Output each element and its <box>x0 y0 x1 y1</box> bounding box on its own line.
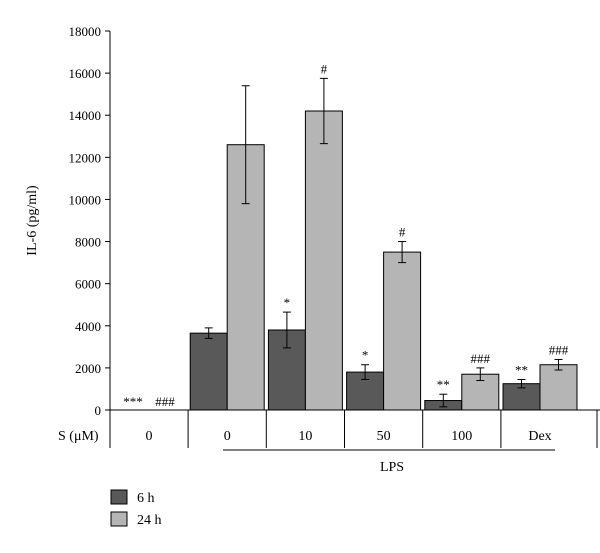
significance-annotation: # <box>399 225 406 240</box>
significance-annotation: ** <box>515 362 528 377</box>
bar-24h <box>304 110 343 411</box>
y-tick-label: 18000 <box>69 24 102 39</box>
x-category-label: 0 <box>146 429 153 444</box>
y-tick-label: 14000 <box>69 108 102 123</box>
bars-group: *** ### * # * # ** ### ** ### <box>123 61 578 411</box>
significance-annotation: ### <box>549 342 569 357</box>
significance-annotation: ### <box>471 351 491 366</box>
legend-label-24h: 24 h <box>137 513 162 528</box>
y-tick-label: 12000 <box>69 150 102 165</box>
y-tick-label: 16000 <box>69 66 102 81</box>
y-tick-label: 2000 <box>75 361 101 376</box>
y-tick-label: 4000 <box>75 319 101 334</box>
x-row-label: S (μM) <box>58 429 99 444</box>
x-category-label: 100 <box>451 429 472 444</box>
y-tick-label: 6000 <box>75 277 101 292</box>
x-category-label: Dex <box>528 429 551 444</box>
x-category-label: 0 <box>224 429 231 444</box>
x-category-label: 10 <box>298 429 312 444</box>
x-category-label: 50 <box>377 429 391 444</box>
significance-annotation: # <box>321 61 328 76</box>
legend-swatch-6h <box>110 489 128 505</box>
significance-annotation: ### <box>155 394 175 409</box>
bar-24h <box>539 364 578 411</box>
significance-annotation: * <box>284 295 291 310</box>
significance-annotation: * <box>362 348 369 363</box>
y-tick-label: 8000 <box>75 235 101 250</box>
bar-6h <box>189 332 228 411</box>
y-tick-label: 10000 <box>69 192 102 207</box>
legend-label-6h: 6 h <box>137 491 155 506</box>
y-tick-label: 0 <box>95 403 102 418</box>
lps-group-label: LPS <box>380 460 404 475</box>
significance-annotation: *** <box>123 394 143 409</box>
y-axis-label: IL-6 (pg/ml) <box>25 185 40 256</box>
legend-swatch-24h <box>110 511 128 527</box>
legend: 6 h 24 h <box>110 489 162 528</box>
significance-annotation: ** <box>437 377 450 392</box>
bar-24h <box>383 251 422 411</box>
